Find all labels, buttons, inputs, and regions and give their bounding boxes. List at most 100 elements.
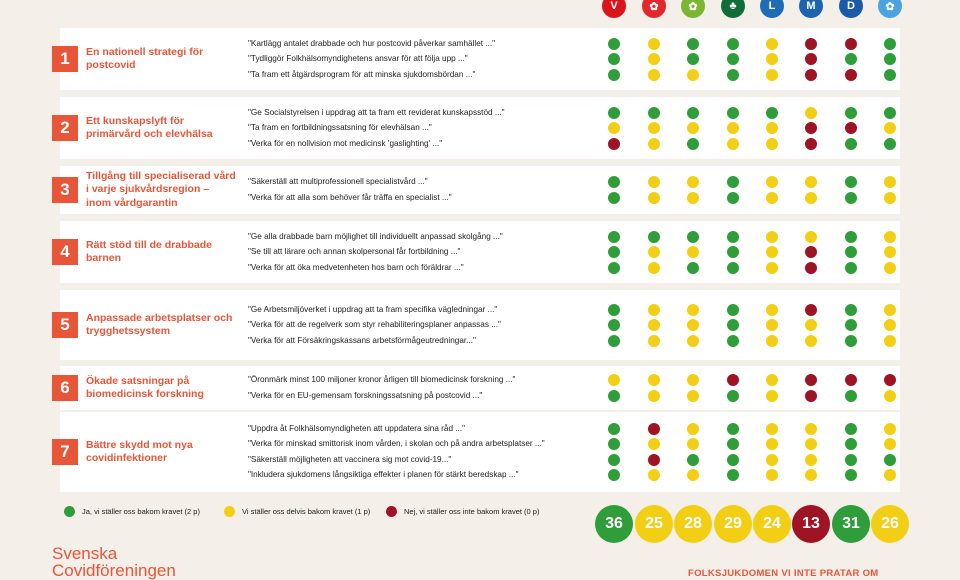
vote-dot xyxy=(845,68,857,81)
vote-dot xyxy=(884,334,896,347)
vote-dot xyxy=(687,230,699,243)
vote-dot xyxy=(805,453,817,466)
vote-dot xyxy=(727,137,739,150)
vote-dot xyxy=(884,68,896,81)
demand-number: 1 xyxy=(52,46,78,72)
vote-dot xyxy=(648,106,660,119)
vote-dot xyxy=(884,246,896,258)
vote-dot xyxy=(727,303,739,316)
mp-party-logo: ✿ xyxy=(681,0,705,18)
vote-dot xyxy=(845,137,857,150)
vote-dot xyxy=(845,230,857,243)
party-score: 24 xyxy=(753,505,791,543)
party-score: 13 xyxy=(792,505,830,543)
vote-dot xyxy=(884,137,896,150)
vote-dot xyxy=(648,230,660,243)
vote-dot xyxy=(687,422,699,435)
c-party-clover-logo: ♣ xyxy=(721,0,745,18)
vote-dot xyxy=(727,122,739,134)
vote-dot xyxy=(687,438,699,451)
slogan: FOLKSJUKDOMEN VI INTE PRATAR OM xyxy=(688,568,879,579)
demand-title: En nationell strategi för postcovid xyxy=(86,45,204,72)
demand-title: Bättre skydd mot nya covidinfektioner xyxy=(86,438,193,465)
vote-dot xyxy=(766,438,778,451)
vote-dot xyxy=(805,389,817,402)
vote-dot xyxy=(648,261,660,274)
vote-dot xyxy=(884,422,896,435)
vote-dot xyxy=(687,37,699,50)
vote-dot xyxy=(608,422,620,435)
vote-dot xyxy=(766,191,778,204)
vote-dot xyxy=(608,438,620,451)
vote-dot xyxy=(608,176,620,189)
demand-row xyxy=(60,290,900,360)
vote-dot xyxy=(845,334,857,347)
vote-dot xyxy=(727,453,739,466)
sd-party-flower-logo: ✿ xyxy=(878,0,902,18)
vote-dot xyxy=(648,68,660,81)
vote-dot xyxy=(687,374,699,387)
vote-dot xyxy=(687,176,699,189)
org-name-line2: Covidföreningen xyxy=(52,561,176,580)
vote-dot xyxy=(687,246,699,258)
vote-dot xyxy=(608,122,620,134)
requirement-text: "Verka för att alla som behöver får träf… xyxy=(248,192,452,202)
vote-dot xyxy=(766,453,778,466)
vote-dot xyxy=(845,191,857,204)
v-party-logo: V xyxy=(602,0,626,18)
vote-dot xyxy=(727,469,739,482)
kd-party-logo: D xyxy=(839,0,863,18)
vote-dot xyxy=(608,246,620,258)
demand-number: 5 xyxy=(52,312,78,338)
vote-dot xyxy=(648,246,660,258)
requirement-text: "Säkerställ att multiprofessionell speci… xyxy=(248,177,428,187)
vote-dot xyxy=(766,422,778,435)
requirement-text: "Verka för att de regelverk som styr reh… xyxy=(248,320,501,329)
vote-dot xyxy=(727,334,739,347)
vote-dot xyxy=(608,319,620,331)
party-score: 36 xyxy=(595,505,633,543)
legend-yes-dot xyxy=(64,506,75,517)
vote-dot xyxy=(884,303,896,316)
legend-no-dot xyxy=(386,506,397,517)
requirement-text: "Verka för en EU-gemensam forskningssats… xyxy=(248,390,483,400)
demand-title: Anpassade arbetsplatser och trygghetssys… xyxy=(86,311,233,338)
vote-dot xyxy=(805,261,817,274)
vote-dot xyxy=(648,374,660,387)
vote-dot xyxy=(805,230,817,243)
vote-dot xyxy=(845,319,857,331)
demand-number: 6 xyxy=(52,375,78,401)
demand-number: 3 xyxy=(52,177,78,203)
vote-dot xyxy=(648,176,660,189)
demand-row xyxy=(60,221,900,283)
vote-dot xyxy=(687,106,699,119)
vote-dot xyxy=(884,37,896,50)
vote-dot xyxy=(648,469,660,482)
vote-dot xyxy=(845,106,857,119)
vote-dot xyxy=(608,453,620,466)
demand-number: 2 xyxy=(52,115,78,141)
vote-dot xyxy=(608,389,620,402)
vote-dot xyxy=(845,374,857,387)
vote-dot xyxy=(727,106,739,119)
vote-dot xyxy=(727,422,739,435)
demand-row xyxy=(60,166,900,214)
vote-dot xyxy=(766,303,778,316)
vote-dot xyxy=(648,319,660,331)
vote-dot xyxy=(845,261,857,274)
vote-dot xyxy=(608,53,620,65)
vote-dot xyxy=(766,122,778,134)
vote-dot xyxy=(648,53,660,65)
vote-dot xyxy=(766,37,778,50)
legend-yes-label: Ja, vi ställer oss bakom kravet (2 p) xyxy=(82,507,200,516)
vote-dot xyxy=(608,137,620,150)
legend-partly-label: Vi ställer oss delvis bakom kravet (1 p) xyxy=(242,507,371,516)
requirement-text: "Öronmärk minst 100 miljoner kronor årli… xyxy=(248,375,516,385)
vote-dot xyxy=(805,246,817,258)
vote-dot xyxy=(805,68,817,81)
vote-dot xyxy=(845,469,857,482)
vote-dot xyxy=(805,137,817,150)
requirement-text: "Tydliggör Folkhälsomyndighetens ansvar … xyxy=(248,54,468,63)
vote-dot xyxy=(727,438,739,451)
vote-dot xyxy=(766,319,778,331)
